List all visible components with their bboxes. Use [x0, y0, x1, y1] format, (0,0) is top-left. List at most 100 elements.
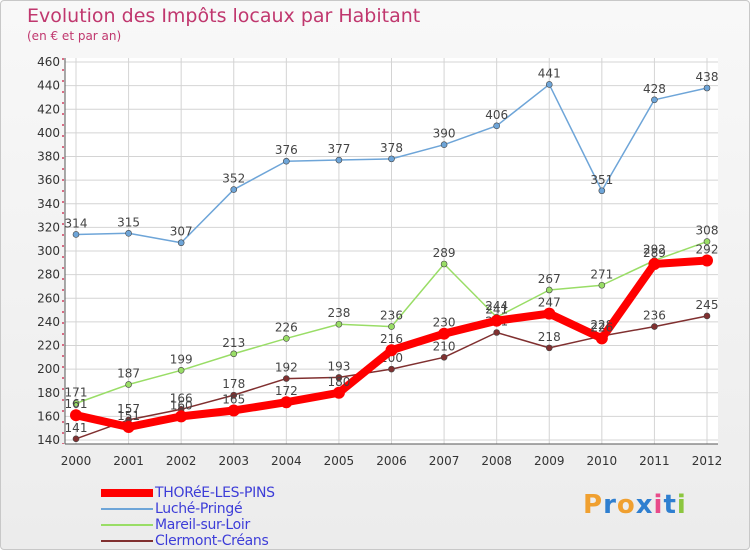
- data-point-luche-pringe: [651, 96, 658, 104]
- data-label-mareil-sur-loir: 199: [170, 352, 193, 366]
- x-tick-label: 2001: [113, 454, 144, 468]
- data-label-luche-pringe: 438: [696, 70, 719, 84]
- data-label-luche-pringe: 378: [380, 141, 403, 155]
- data-label-clermont-creans: 178: [222, 377, 245, 391]
- data-point-clermont-creans: [545, 344, 553, 352]
- data-label-clermont-creans: 157: [117, 402, 140, 416]
- data-label-thoree-les-pins: 172: [275, 384, 298, 398]
- logo-letter: P: [583, 490, 604, 520]
- data-point-thoree-les-pins: [648, 257, 661, 270]
- data-label-mareil-sur-loir: 226: [275, 320, 298, 334]
- logo-letter: r: [603, 490, 617, 520]
- legend-swatch: [101, 533, 153, 549]
- data-label-mareil-sur-loir: 271: [590, 267, 613, 281]
- data-point-thoree-les-pins: [490, 314, 503, 327]
- y-tick-label: 160: [37, 409, 60, 423]
- legend-label: Luché-Pringé: [155, 501, 243, 517]
- y-tick-label: 400: [37, 126, 60, 140]
- data-label-mareil-sur-loir: 308: [696, 224, 719, 238]
- data-label-clermont-creans: 193: [327, 359, 350, 373]
- y-tick-label: 200: [37, 362, 60, 376]
- y-tick-label: 340: [37, 197, 60, 211]
- data-point-clermont-creans: [230, 391, 238, 399]
- data-label-thoree-les-pins: 161: [65, 397, 88, 411]
- data-label-mareil-sur-loir: 171: [65, 385, 88, 399]
- y-tick-label: 440: [37, 79, 60, 93]
- logo-letter: i: [676, 490, 687, 520]
- data-label-luche-pringe: 351: [590, 173, 613, 187]
- data-point-thoree-les-pins: [595, 332, 608, 345]
- data-label-mareil-sur-loir: 289: [433, 246, 456, 260]
- data-label-mareil-sur-loir: 244: [485, 299, 508, 313]
- data-label-luche-pringe: 314: [65, 216, 88, 230]
- data-label-mareil-sur-loir: 236: [380, 309, 403, 323]
- y-tick-label: 280: [37, 268, 60, 282]
- chart-title: Evolution des Impôts locaux par Habitant: [27, 5, 421, 27]
- data-point-clermont-creans: [72, 435, 80, 443]
- data-point-mareil-sur-loir: [703, 238, 711, 245]
- data-label-thoree-les-pins: 247: [538, 296, 561, 310]
- y-tick-label: 240: [37, 315, 60, 329]
- x-tick-label: 2007: [429, 454, 460, 468]
- x-tick-label: 2000: [61, 454, 92, 468]
- data-label-mareil-sur-loir: 213: [222, 336, 245, 350]
- data-label-clermont-creans: 236: [643, 309, 666, 323]
- y-tick-label: 320: [37, 220, 60, 234]
- data-point-luche-pringe: [72, 231, 80, 238]
- y-tick-label: 460: [37, 55, 60, 69]
- x-tick-label: 2012: [692, 454, 723, 468]
- legend-swatch: [101, 517, 153, 533]
- y-tick-label: 420: [37, 102, 60, 116]
- data-point-mareil-sur-loir: [598, 281, 606, 289]
- data-label-thoree-les-pins: 160: [170, 398, 193, 412]
- data-label-luche-pringe: 376: [275, 143, 298, 157]
- data-label-luche-pringe: 390: [433, 127, 456, 141]
- data-point-thoree-les-pins: [122, 421, 135, 434]
- x-tick-label: 2008: [481, 454, 512, 468]
- x-tick-label: 2006: [376, 454, 407, 468]
- logo-letter: x: [635, 490, 654, 520]
- data-point-luche-pringe: [177, 239, 185, 247]
- data-label-luche-pringe: 406: [485, 108, 508, 122]
- data-point-mareil-sur-loir: [283, 335, 290, 342]
- data-point-mareil-sur-loir: [177, 367, 185, 374]
- data-label-thoree-les-pins: 292: [696, 242, 719, 256]
- data-point-luche-pringe: [230, 186, 238, 193]
- x-tick-label: 2005: [324, 454, 355, 468]
- data-point-thoree-les-pins: [701, 254, 713, 267]
- data-label-clermont-creans: 141: [65, 421, 88, 435]
- y-tick-label: 140: [37, 433, 60, 447]
- x-tick-label: 2011: [639, 454, 670, 468]
- data-point-clermont-creans: [283, 375, 290, 382]
- data-point-luche-pringe: [125, 229, 132, 237]
- data-point-mareil-sur-loir: [72, 400, 80, 407]
- data-label-thoree-les-pins: 180: [327, 375, 350, 389]
- data-label-luche-pringe: 307: [170, 225, 193, 239]
- data-label-thoree-les-pins: 216: [380, 332, 403, 346]
- data-point-thoree-les-pins: [175, 410, 188, 423]
- data-point-clermont-creans: [388, 365, 395, 373]
- data-point-luche-pringe: [335, 156, 343, 164]
- data-point-luche-pringe: [545, 81, 553, 88]
- y-tick-label: 300: [37, 244, 60, 258]
- logo-letter: o: [616, 490, 636, 520]
- data-point-luche-pringe: [440, 141, 448, 148]
- data-point-clermont-creans: [335, 374, 343, 381]
- x-tick-label: 2004: [271, 454, 302, 468]
- data-label-luche-pringe: 352: [222, 172, 245, 186]
- data-point-mareil-sur-loir: [388, 323, 395, 330]
- data-point-thoree-les-pins: [385, 344, 398, 357]
- data-point-luche-pringe: [703, 84, 711, 92]
- x-tick-label: 2009: [534, 454, 565, 468]
- chart-subtitle: (en € et par an): [27, 29, 122, 43]
- data-point-clermont-creans: [703, 312, 711, 320]
- legend-label: Clermont-Créans: [155, 533, 269, 549]
- data-point-thoree-les-pins: [332, 386, 345, 399]
- data-point-mareil-sur-loir: [335, 320, 343, 328]
- data-label-clermont-creans: 192: [275, 361, 298, 375]
- data-label-thoree-les-pins: 241: [485, 303, 508, 317]
- data-label-clermont-creans: 218: [538, 330, 561, 344]
- data-label-thoree-les-pins: 230: [433, 316, 456, 330]
- data-point-clermont-creans: [440, 354, 448, 361]
